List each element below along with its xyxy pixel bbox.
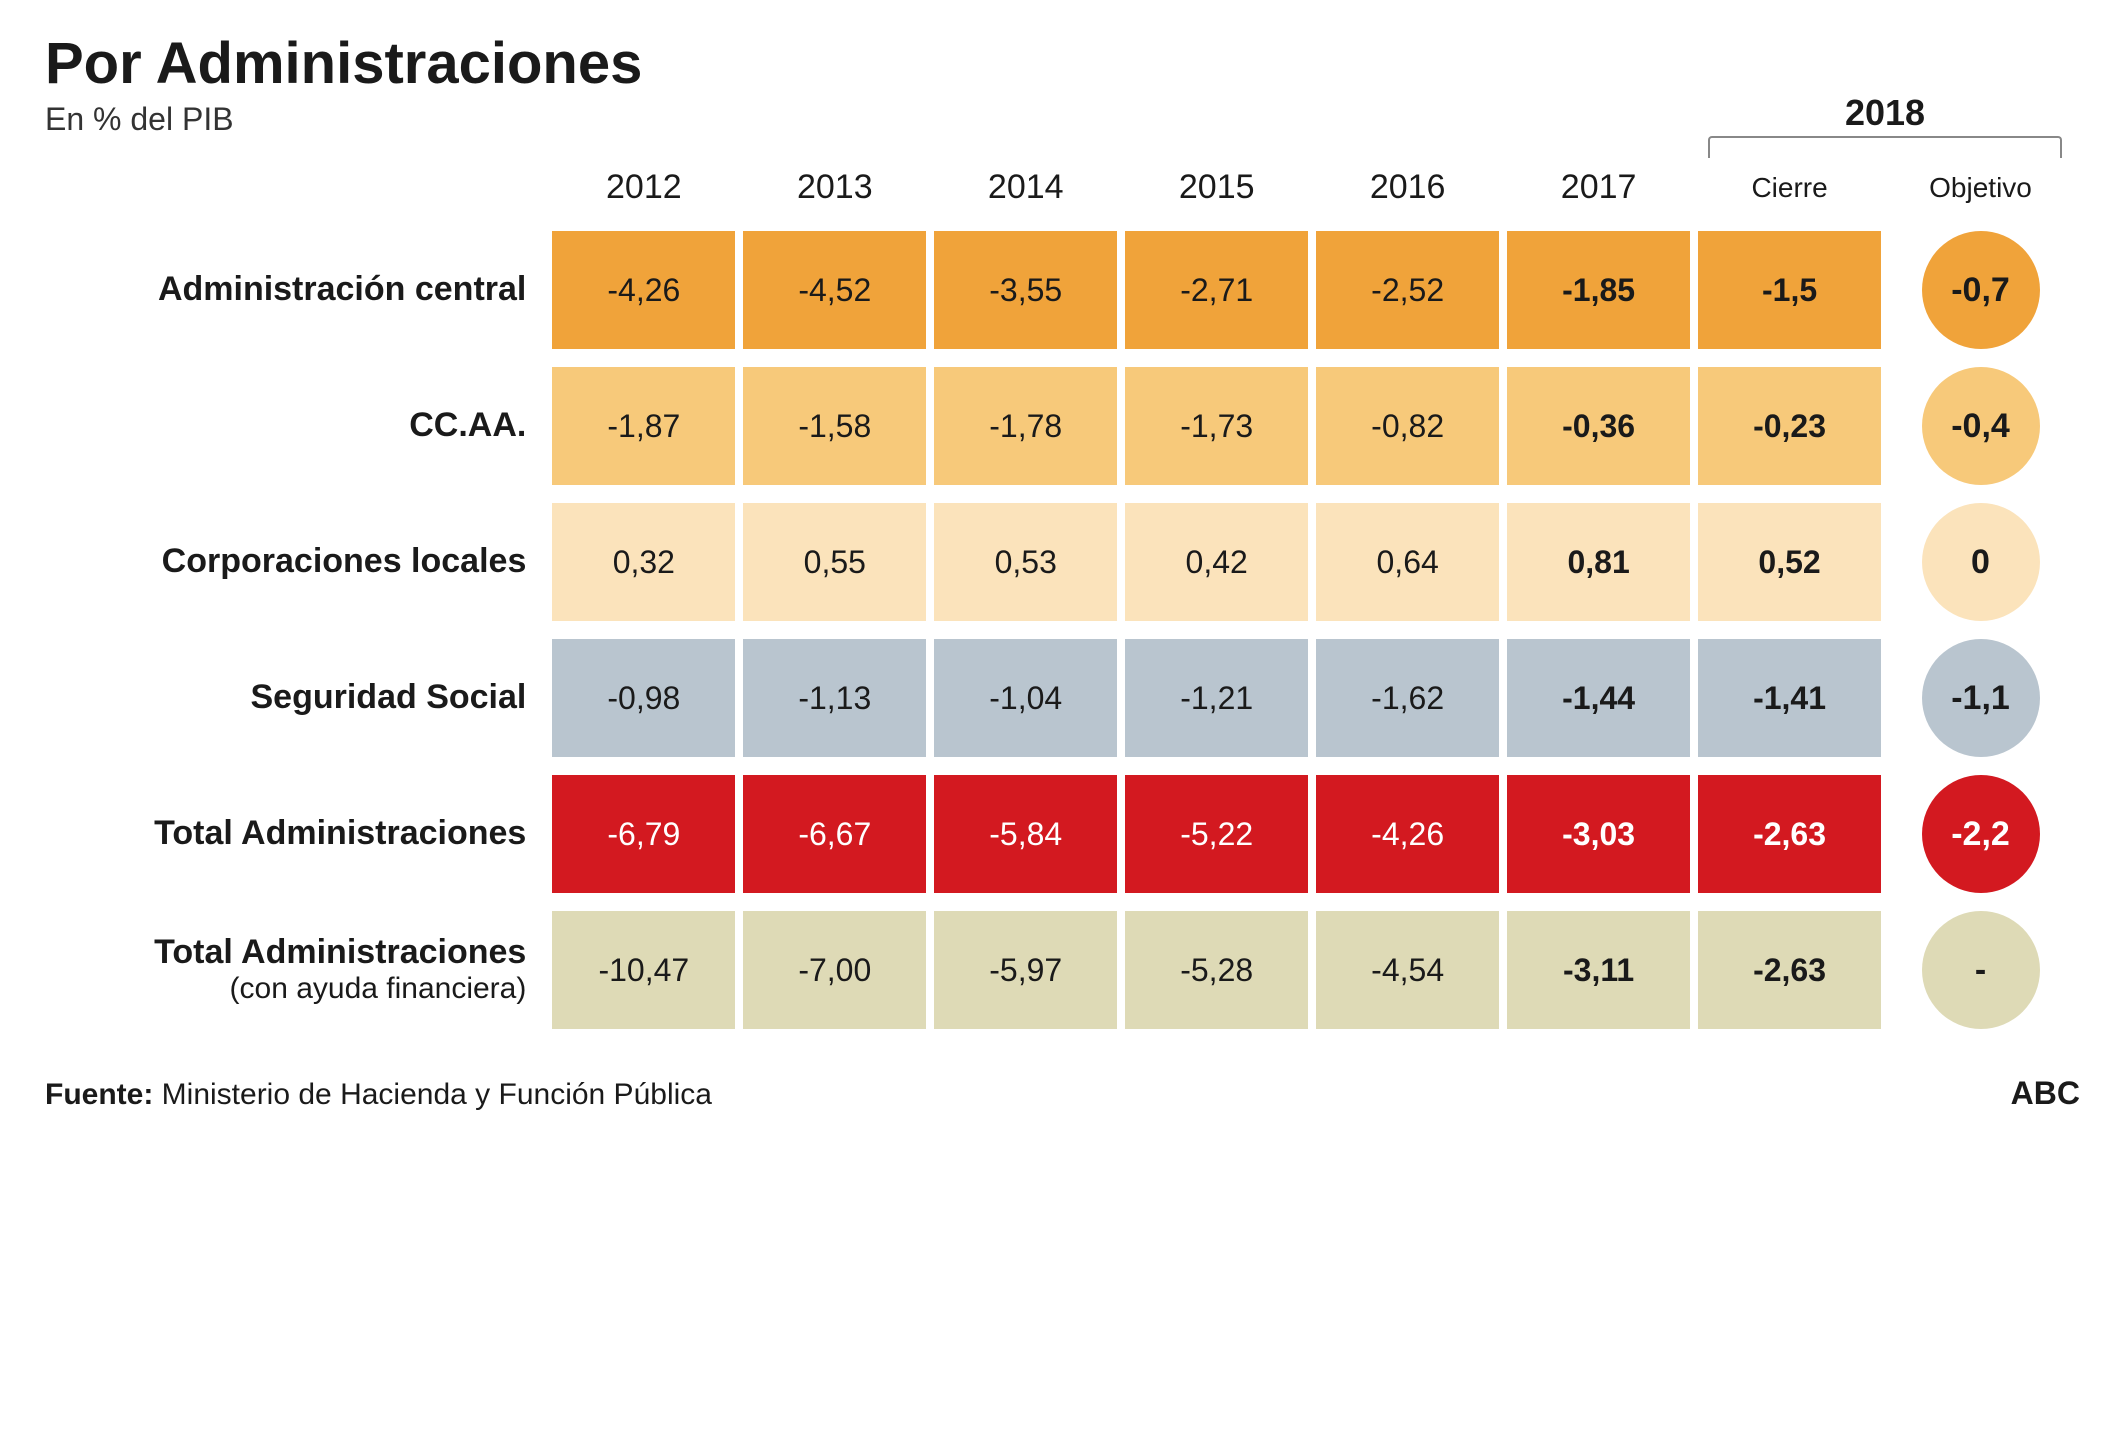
brand: ABC (2011, 1075, 2080, 1112)
data-cell: -5,97 (934, 911, 1117, 1029)
data-cell: -5,84 (934, 775, 1117, 893)
data-cell: 0,32 (552, 503, 735, 621)
col-header-sub: Objetivo (1889, 168, 2072, 213)
row-sublabel: (con ayuda financiera) (53, 972, 526, 1007)
table-row: Administración central-4,26-4,52-3,55-2,… (53, 231, 2072, 349)
table-row: Corporaciones locales0,320,550,530,420,6… (53, 503, 2072, 621)
cierre-cell: -0,23 (1698, 367, 1881, 485)
table-row: CC.AA.-1,87-1,58-1,78-1,73-0,82-0,36-0,2… (53, 367, 2072, 485)
row-label: CC.AA. (53, 367, 544, 485)
bracket-icon (1708, 136, 2062, 158)
col-header-year: 2014 (934, 168, 1117, 213)
data-cell: -3,55 (934, 231, 1117, 349)
data-cell: -1,21 (1125, 639, 1308, 757)
data-cell: 0,64 (1316, 503, 1499, 621)
year-2018-label: 2018 (1698, 92, 2072, 134)
col-header-year: 2012 (552, 168, 735, 213)
data-cell: -6,67 (743, 775, 926, 893)
source-text: Ministerio de Hacienda y Función Pública (162, 1078, 712, 1111)
table-row: Total Administraciones(con ayuda financi… (53, 911, 2072, 1029)
objetivo-circle: 0 (1922, 503, 2040, 621)
table-container: 2018 201220132014201520162017CierreObjet… (45, 150, 2080, 1047)
data-table: 201220132014201520162017CierreObjetivo A… (45, 150, 2080, 1047)
data-cell: -1,85 (1507, 231, 1690, 349)
data-cell: -0,36 (1507, 367, 1690, 485)
col-header-year: 2013 (743, 168, 926, 213)
cierre-cell: -2,63 (1698, 911, 1881, 1029)
cierre-cell: -2,63 (1698, 775, 1881, 893)
objetivo-cell: - (1889, 911, 2072, 1029)
data-cell: -1,73 (1125, 367, 1308, 485)
cierre-cell: -1,41 (1698, 639, 1881, 757)
data-cell: 0,53 (934, 503, 1117, 621)
source: Fuente: Ministerio de Hacienda y Función… (45, 1078, 712, 1112)
col-header-year: 2017 (1507, 168, 1690, 213)
objetivo-circle: -0,4 (1922, 367, 2040, 485)
objetivo-cell: -1,1 (1889, 639, 2072, 757)
data-cell: -1,44 (1507, 639, 1690, 757)
footer: Fuente: Ministerio de Hacienda y Función… (45, 1075, 2080, 1112)
col-header-year: 2015 (1125, 168, 1308, 213)
objetivo-circle: -2,2 (1922, 775, 2040, 893)
data-cell: -6,79 (552, 775, 735, 893)
data-cell: -3,11 (1507, 911, 1690, 1029)
data-cell: -1,13 (743, 639, 926, 757)
data-cell: -4,26 (1316, 775, 1499, 893)
year-2018-group: 2018 (1698, 92, 2072, 158)
row-label: Seguridad Social (53, 639, 544, 757)
cierre-cell: 0,52 (1698, 503, 1881, 621)
objetivo-cell: -2,2 (1889, 775, 2072, 893)
row-label: Corporaciones locales (53, 503, 544, 621)
data-cell: -3,03 (1507, 775, 1690, 893)
objetivo-circle: - (1922, 911, 2040, 1029)
data-cell: -1,62 (1316, 639, 1499, 757)
cierre-cell: -1,5 (1698, 231, 1881, 349)
data-cell: -1,78 (934, 367, 1117, 485)
col-header-sub: Cierre (1698, 168, 1881, 213)
chart-title: Por Administraciones (45, 30, 2080, 97)
table-row: Seguridad Social-0,98-1,13-1,04-1,21-1,6… (53, 639, 2072, 757)
data-cell: -4,26 (552, 231, 735, 349)
data-cell: -4,52 (743, 231, 926, 349)
objetivo-cell: -0,4 (1889, 367, 2072, 485)
data-cell: -5,22 (1125, 775, 1308, 893)
table-row: Total Administraciones-6,79-6,67-5,84-5,… (53, 775, 2072, 893)
source-label: Fuente: (45, 1078, 153, 1111)
row-label: Total Administraciones(con ayuda financi… (53, 911, 544, 1029)
objetivo-cell: -0,7 (1889, 231, 2072, 349)
table-header-row: 201220132014201520162017CierreObjetivo (53, 168, 2072, 213)
data-cell: -10,47 (552, 911, 735, 1029)
data-cell: -0,98 (552, 639, 735, 757)
objetivo-cell: 0 (1889, 503, 2072, 621)
data-cell: 0,81 (1507, 503, 1690, 621)
row-label: Administración central (53, 231, 544, 349)
row-label: Total Administraciones (53, 775, 544, 893)
data-cell: -2,71 (1125, 231, 1308, 349)
data-cell: 0,42 (1125, 503, 1308, 621)
data-cell: -5,28 (1125, 911, 1308, 1029)
data-cell: -4,54 (1316, 911, 1499, 1029)
data-cell: -1,87 (552, 367, 735, 485)
data-cell: -1,04 (934, 639, 1117, 757)
data-cell: -7,00 (743, 911, 926, 1029)
col-header-year: 2016 (1316, 168, 1499, 213)
objetivo-circle: -1,1 (1922, 639, 2040, 757)
data-cell: 0,55 (743, 503, 926, 621)
data-cell: -2,52 (1316, 231, 1499, 349)
objetivo-circle: -0,7 (1922, 231, 2040, 349)
data-cell: -1,58 (743, 367, 926, 485)
data-cell: -0,82 (1316, 367, 1499, 485)
